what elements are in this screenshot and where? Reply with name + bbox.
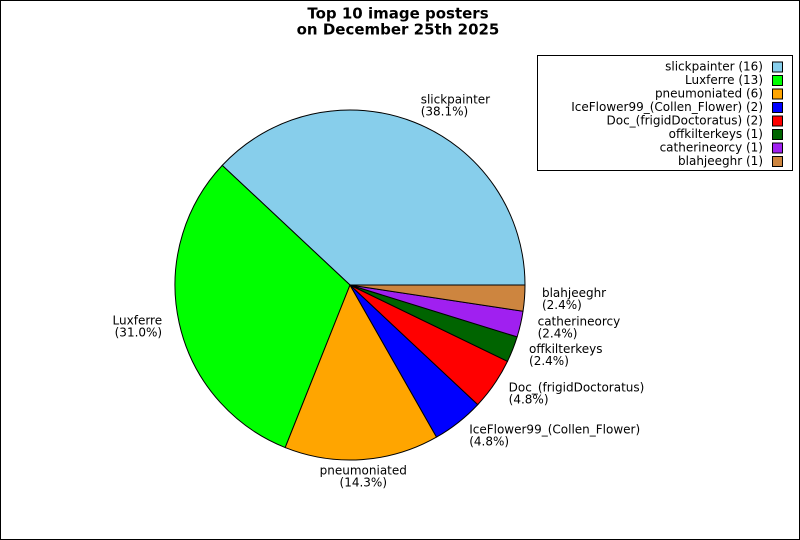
slice-label: Luxferre xyxy=(113,313,163,327)
legend-label: offkilterkeys (1) xyxy=(669,127,763,141)
legend-swatch xyxy=(772,115,783,127)
chart-title: Top 10 image posters xyxy=(307,5,488,23)
legend-swatch xyxy=(772,61,783,73)
slice-value-label: (2.4%) xyxy=(542,298,582,312)
slice-label: IceFlower99_(Collen_Flower) xyxy=(469,423,640,437)
slice-label: catherineorcy xyxy=(538,315,621,329)
slice-label: slickpainter xyxy=(421,92,490,106)
legend-swatch xyxy=(772,88,783,100)
legend-label: pneumoniated (6) xyxy=(655,87,763,101)
slice-value-label: (14.3%) xyxy=(340,476,387,490)
pie-slice xyxy=(284,283,438,461)
legend-label: IceFlower99_(Collen_Flower) (2) xyxy=(571,100,763,114)
pie-slice xyxy=(221,109,526,286)
legend-swatch xyxy=(772,142,783,154)
legend-label: Luxferre (13) xyxy=(685,73,763,87)
legend-swatch xyxy=(772,75,783,86)
slice-value-label: (2.4%) xyxy=(538,327,578,341)
legend-label: slickpainter (16) xyxy=(665,60,763,74)
pie-slice xyxy=(349,284,526,312)
pie-slice xyxy=(174,164,351,449)
slice-value-label: (38.1%) xyxy=(421,104,468,118)
slice-value-label: (2.4%) xyxy=(529,354,569,368)
slice-label: Doc_(frigidDoctoratus) xyxy=(509,381,645,395)
legend-swatch xyxy=(772,156,783,167)
slice-value-label: (4.8%) xyxy=(469,435,509,449)
slice-label: pneumoniated xyxy=(320,464,407,478)
slice-label: offkilterkeys xyxy=(529,342,603,356)
slice-value-label: (4.8%) xyxy=(509,393,549,407)
legend-label: Doc_(frigidDoctoratus) (2) xyxy=(607,114,764,128)
legend-label: catherineorcy (1) xyxy=(660,141,763,155)
legend-swatch xyxy=(772,102,783,113)
slice-label: blahjeeghr xyxy=(542,286,606,300)
chart-title: on December 25th 2025 xyxy=(297,21,500,39)
legend-box xyxy=(537,55,793,171)
legend-swatch xyxy=(772,129,783,140)
legend-label: blahjeeghr (1) xyxy=(678,154,763,168)
slice-value-label: (31.0%) xyxy=(115,325,162,339)
